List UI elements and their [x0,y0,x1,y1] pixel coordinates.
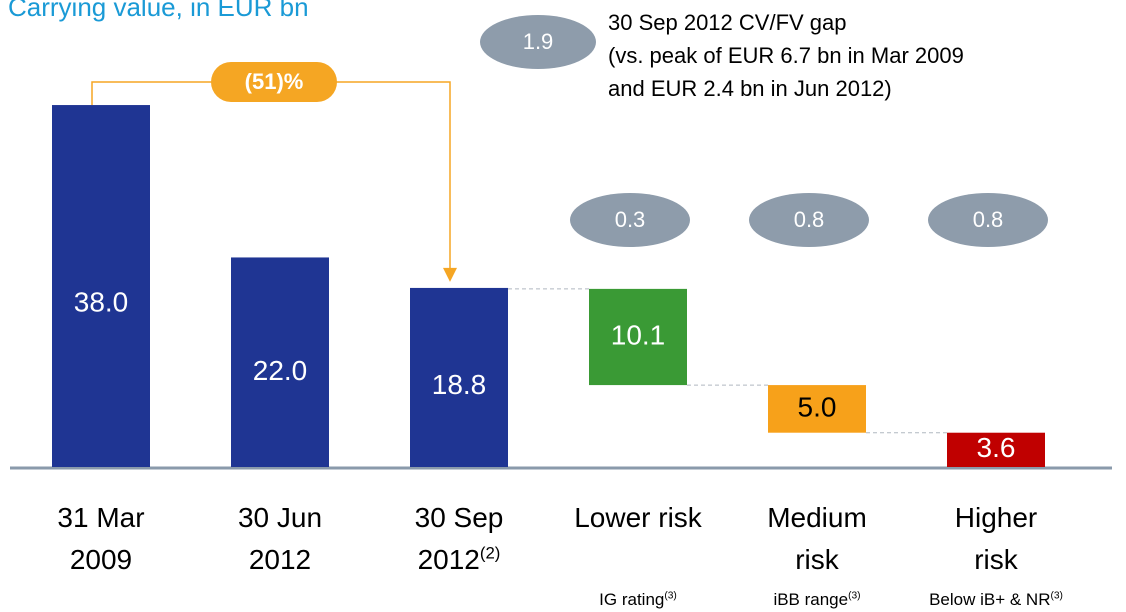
value-label: 5.0 [798,391,837,422]
x-tick-label: Higher risk [906,497,1086,581]
bar [589,288,687,386]
category-text: Lower risk [574,502,702,533]
gap-bubble [749,193,869,247]
bar [410,287,508,467]
x-tick-label: 31 Mar 2009 [11,497,191,581]
gap-bubble [570,193,690,247]
sublabel-text: Below iB+ & NR [929,590,1051,609]
value-label: 22.0 [253,355,308,386]
category-text: 30 Sep 2012 [414,502,504,575]
note-line: (vs. peak of EUR 6.7 bn in Mar 2009 [608,43,964,68]
sublabel: Below iB+ & NR(3) [906,590,1086,610]
value-label: 38.0 [74,287,129,318]
category-text: 30 Jun 2012 [237,502,323,575]
bar [768,385,866,433]
gap-value: 0.3 [615,207,646,232]
gap-value: 0.8 [794,207,825,232]
x-tick-label: 30 Sep 2012(2) [369,497,549,581]
category-text: Higher risk [954,502,1038,575]
category-text: 31 Mar 2009 [57,502,145,575]
footnote: (2) [479,543,501,563]
value-label: 18.8 [432,369,487,400]
footnote: (3) [664,590,677,602]
footnote: (3) [1050,590,1063,602]
gap-bubble [480,15,596,69]
gap-bubble [928,193,1048,247]
bar [947,432,1045,467]
sublabel-text: IG rating [599,590,665,609]
x-tick-label: 30 Jun 2012 [190,497,370,581]
category-text: Medium risk [767,502,867,575]
value-label: 10.1 [611,319,666,350]
note-line: and EUR 2.4 bn in Jun 2012) [608,76,892,101]
change-pill [211,62,337,102]
bar [231,257,329,467]
gap-total: 1.9 [523,29,554,54]
note-line: 30 Sep 2012 CV/FV gap [608,10,847,35]
arrow-head [443,267,457,282]
value-label: 3.6 [977,432,1016,463]
sublabel-text: iBB range [773,590,849,609]
change-label: (51)% [245,69,304,94]
sublabel: iBB range(3) [727,590,907,610]
bar [52,105,150,468]
gap-note: 30 Sep 2012 CV/FV gap (vs. peak of EUR 6.… [608,6,964,105]
chart-title: Carrying value, in EUR bn [8,0,309,22]
x-tick-label: Lower risk [548,497,728,539]
footnote: (3) [848,590,861,602]
gap-value: 0.8 [973,207,1004,232]
sublabel: IG rating(3) [548,590,728,610]
x-tick-label: Medium risk [727,497,907,581]
